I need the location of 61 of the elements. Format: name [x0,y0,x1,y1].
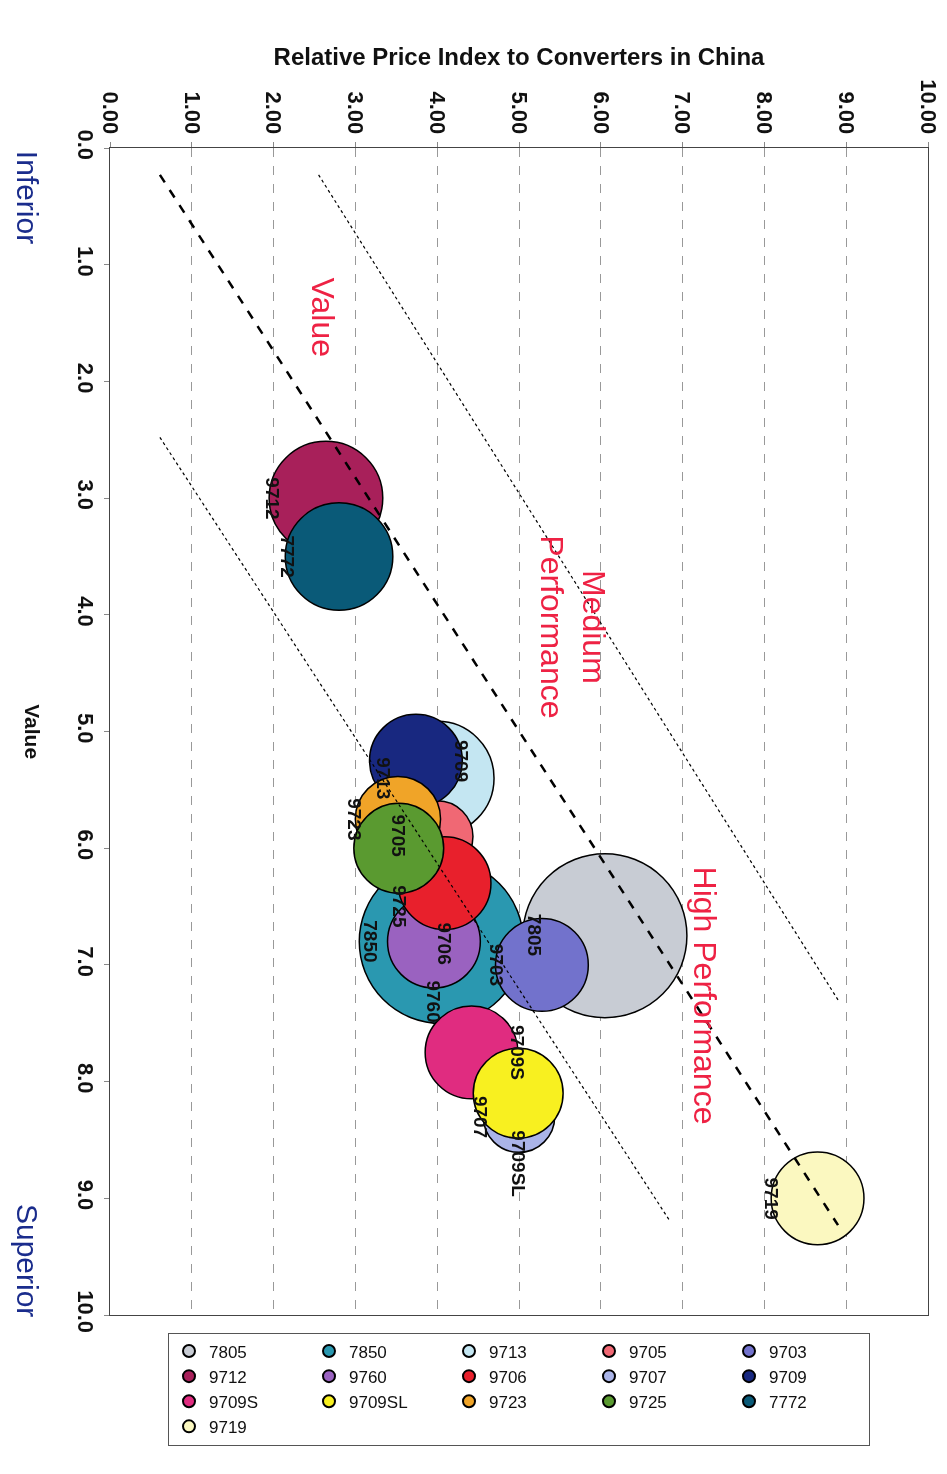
y-axis-title: Value [20,704,44,760]
x-tick-label: 8.00 [752,91,778,135]
text: 9760 [423,980,445,1023]
text: 7772 [277,535,299,578]
legend-label: 9709 [769,1367,807,1387]
x-tick-label: 1.00 [179,91,205,135]
text: 9713 [373,757,395,800]
text: Inferior [11,150,45,245]
annotation: Value [304,277,341,357]
y-tick-label: 5.0 [72,712,98,744]
text: 7850 [359,920,381,963]
text: 9709SL [507,1130,529,1197]
text: 9719 [761,1177,783,1220]
legend-label: 7772 [769,1392,807,1412]
annotation: High Performance [686,866,723,1125]
legend-label: 9723 [489,1392,527,1412]
text: 9712 [261,477,283,520]
text: 9706 [433,922,455,965]
text: 9725 [388,885,410,928]
x-tick-label: 0.00 [97,91,123,135]
legend-label: 9706 [489,1367,527,1387]
y-tick-label: 1.0 [72,246,98,277]
text: 7805 [523,913,545,957]
y-tick-label: 8.0 [72,1063,98,1094]
text: 9703 [485,943,507,987]
legend-label: 9709SL [349,1392,408,1412]
legend-label: 9707 [629,1367,667,1387]
legend-label: 7805 [209,1342,247,1362]
legend-label: 9712 [209,1367,247,1387]
text: 9723 [343,798,365,841]
y-tick-label: 4.0 [72,596,98,627]
x-tick-label: 3.00 [343,91,369,135]
x-axis-title: Relative Price Index to Converters in China [273,43,766,71]
legend-label: 9709S [209,1392,259,1412]
text: 9709S [506,1025,528,1081]
legend-label: 9719 [209,1417,247,1437]
annotation: Medium Performance [534,535,612,719]
legend-label: 9713 [489,1342,527,1362]
y-tick-label: 7.0 [72,946,98,977]
y-tick-label: 3.0 [72,479,98,511]
legend-label: 9725 [629,1392,667,1412]
text: 9709 [451,739,473,783]
x-tick-label: 4.00 [425,91,451,135]
y-tick-label: 10.0 [72,1290,98,1334]
legend-label: 9705 [629,1342,667,1362]
y-tick-label: 9.0 [72,1179,98,1211]
x-tick-label: 9.00 [834,91,860,135]
legend-label: 9703 [769,1342,807,1362]
y-tick-label: 6.0 [72,829,98,861]
text: Superior [11,1203,45,1318]
x-tick-label: 10.00 [915,79,941,135]
text: 9707 [470,1095,492,1139]
x-tick-label: 5.00 [506,91,532,135]
y-tick-label: 2.0 [72,362,98,394]
x-tick-label: 2.00 [261,91,287,135]
x-tick-label: 7.00 [670,91,696,135]
x-tick-label: 6.00 [588,91,614,135]
text: 9705 [388,814,410,857]
y-tick-label: 0.0 [72,129,98,160]
legend-label: 9760 [349,1367,387,1387]
legend-label: 7850 [349,1342,387,1362]
